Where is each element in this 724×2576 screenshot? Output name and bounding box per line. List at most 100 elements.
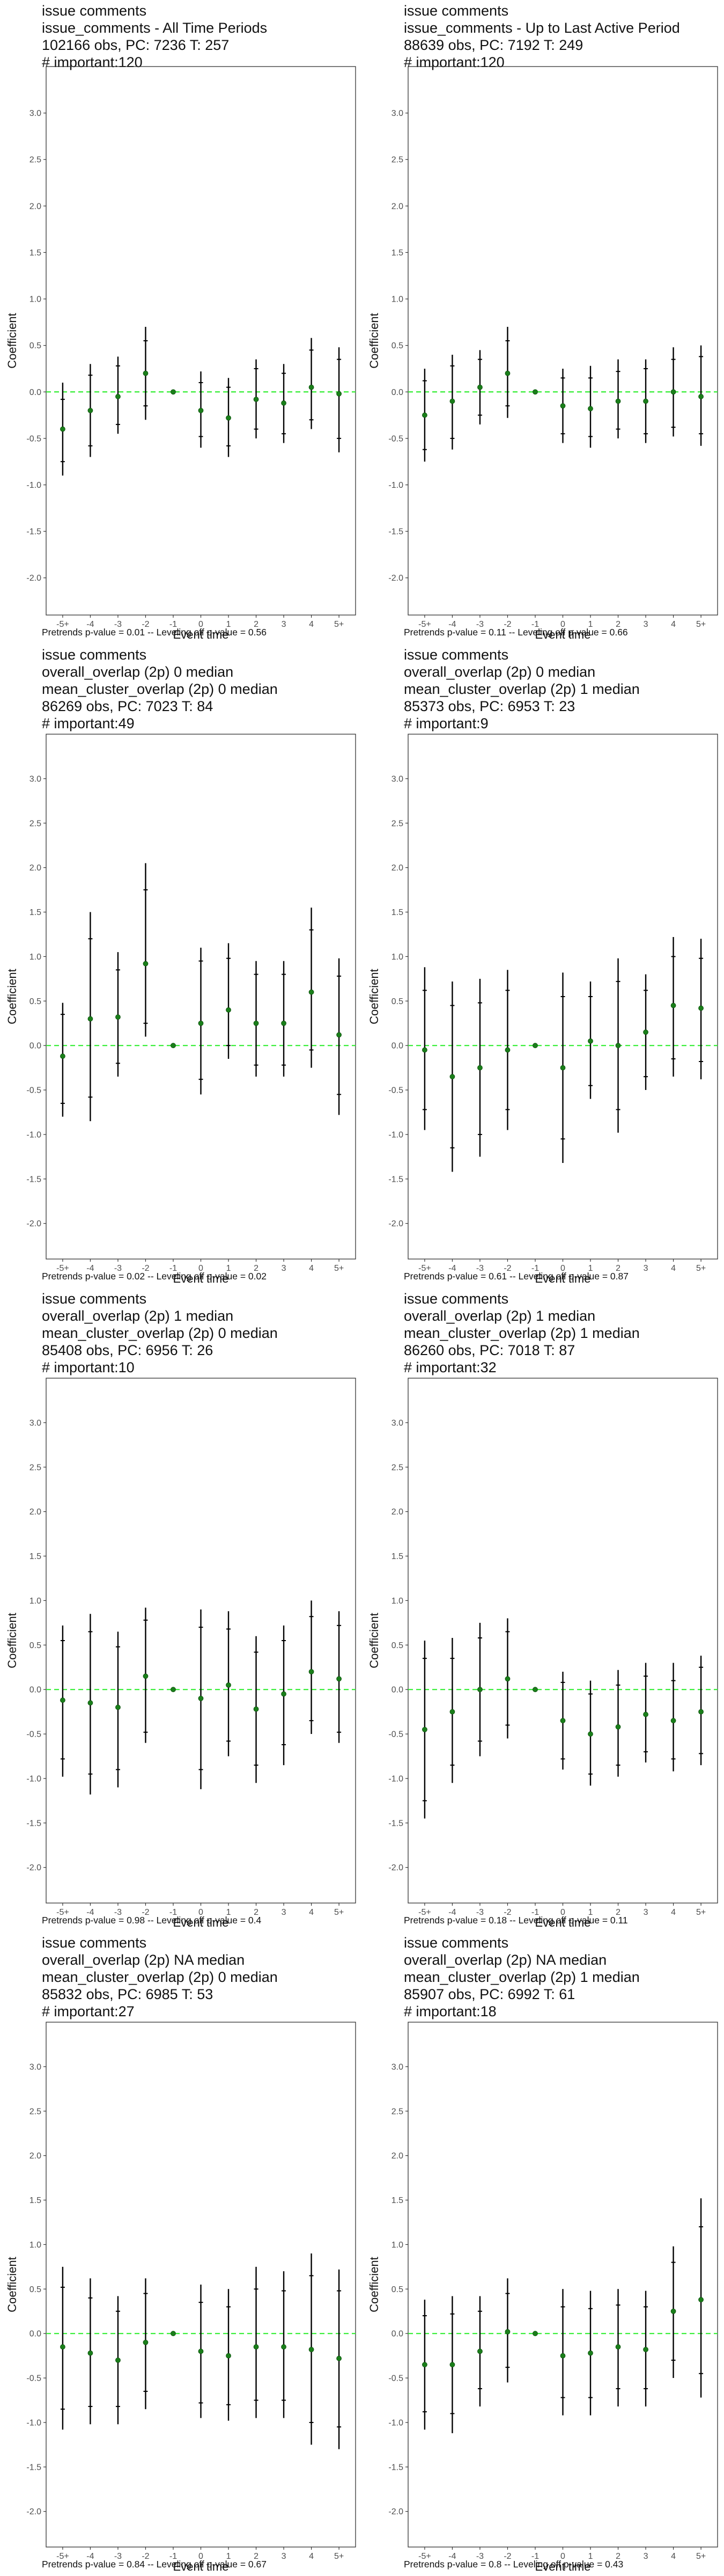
estimate-point bbox=[60, 426, 65, 432]
estimate-point bbox=[615, 1043, 621, 1049]
y-tick-label: -2.0 bbox=[26, 2507, 41, 2516]
y-tick-label: 0.0 bbox=[391, 1686, 403, 1695]
x-tick-label: 0 bbox=[560, 620, 565, 629]
estimate-point bbox=[60, 1697, 65, 1703]
y-tick-label: 2.5 bbox=[391, 2107, 403, 2116]
estimate-point bbox=[253, 397, 259, 402]
chart-title: issue comments overall_overlap (2p) 0 med… bbox=[404, 646, 640, 732]
y-tick-label: 1.0 bbox=[29, 1597, 41, 1606]
x-tick-label: -2 bbox=[142, 1264, 149, 1273]
y-tick-label: -1.5 bbox=[388, 1819, 403, 1828]
x-tick-label: 1 bbox=[226, 2552, 231, 2561]
y-tick-label: -2.0 bbox=[388, 1219, 403, 1228]
y-tick-label: 1.5 bbox=[29, 908, 41, 917]
x-tick-label: 1 bbox=[226, 1264, 231, 1273]
y-tick-label: 0.0 bbox=[29, 1042, 41, 1051]
y-tick-label: -0.5 bbox=[388, 434, 403, 443]
y-tick-label: 1.5 bbox=[29, 2196, 41, 2205]
estimate-point bbox=[171, 389, 176, 395]
chart-title-line: 85907 obs, PC: 6992 T: 61 bbox=[404, 1986, 575, 2002]
chart-panel: issue comments overall_overlap (2p) NA me… bbox=[0, 1932, 362, 2576]
pvalue-caption: Pretrends p-value = 0.61 -- Leveling off… bbox=[404, 1271, 629, 1282]
estimate-point bbox=[198, 1020, 204, 1026]
y-tick-label: 1.0 bbox=[391, 295, 403, 304]
y-tick-label: 0.5 bbox=[29, 997, 41, 1006]
chart-title-line: overall_overlap (2p) 1 median bbox=[42, 1308, 234, 1324]
y-tick-label: 2.5 bbox=[29, 156, 41, 165]
x-tick-label: 2 bbox=[254, 1264, 258, 1273]
chart-title-line: 85408 obs, PC: 6956 T: 26 bbox=[42, 1342, 213, 1358]
y-tick-label: 1.0 bbox=[29, 295, 41, 304]
x-tick-label: -5+ bbox=[418, 2552, 431, 2561]
x-tick-label: 0 bbox=[198, 2552, 203, 2561]
y-tick-label: 3.0 bbox=[391, 774, 403, 784]
estimate-point bbox=[449, 1074, 455, 1080]
x-tick-label: 3 bbox=[282, 1264, 286, 1273]
y-tick-label: 1.5 bbox=[391, 908, 403, 917]
x-tick-label: 2 bbox=[254, 1908, 258, 1917]
x-tick-label: -5+ bbox=[418, 1908, 431, 1917]
estimate-point bbox=[253, 1020, 259, 1026]
x-axis-label: Event time bbox=[535, 1272, 591, 1285]
x-tick-label: 5+ bbox=[334, 1908, 344, 1917]
y-tick-label: 2.0 bbox=[29, 863, 41, 873]
chart-title-line: # important:120 bbox=[42, 54, 143, 70]
x-tick-label: -1 bbox=[531, 620, 539, 629]
estimate-point bbox=[560, 1718, 566, 1724]
x-tick-label: 4 bbox=[309, 1264, 314, 1273]
chart-title-line: # important:49 bbox=[42, 715, 135, 731]
chart-title-line: issue comments bbox=[42, 3, 147, 19]
y-tick-label: 1.0 bbox=[29, 2241, 41, 2250]
y-axis-label: Coefficient bbox=[5, 969, 19, 1024]
y-tick-label: -2.0 bbox=[388, 574, 403, 583]
chart-title-line: overall_overlap (2p) 1 median bbox=[404, 1308, 596, 1324]
x-tick-label: -4 bbox=[86, 2552, 94, 2561]
estimate-point bbox=[505, 1047, 511, 1053]
x-tick-label: 5+ bbox=[696, 2552, 706, 2561]
y-tick-label: 2.0 bbox=[391, 202, 403, 211]
x-axis-label: Event time bbox=[173, 1916, 229, 1929]
y-tick-label: 0.5 bbox=[391, 341, 403, 350]
x-axis-label: Event time bbox=[173, 628, 229, 641]
y-tick-label: -0.5 bbox=[388, 1730, 403, 1739]
pvalue-caption: Pretrends p-value = 0.98 -- Leveling off… bbox=[42, 1915, 262, 1926]
x-tick-label: 5+ bbox=[696, 1908, 706, 1917]
chart-panel: issue comments overall_overlap (2p) 0 med… bbox=[0, 644, 362, 1288]
pvalue-caption: Pretrends p-value = 0.8 -- Leveling off … bbox=[404, 2559, 624, 2570]
estimate-point bbox=[422, 2362, 427, 2368]
y-axis-label: Coefficient bbox=[367, 2257, 381, 2312]
chart-title-line: issue comments bbox=[42, 1291, 147, 1307]
x-tick-label: -3 bbox=[114, 620, 122, 629]
estimate-point bbox=[198, 408, 204, 413]
y-tick-label: 2.0 bbox=[391, 863, 403, 873]
y-tick-label: -1.0 bbox=[26, 1774, 41, 1783]
x-tick-label: -2 bbox=[504, 620, 511, 629]
estimate-point bbox=[60, 2344, 65, 2350]
y-tick-label: 2.5 bbox=[29, 2107, 41, 2116]
y-tick-label: 3.0 bbox=[391, 2062, 403, 2072]
estimate-point bbox=[670, 1002, 676, 1008]
y-tick-label: -1.0 bbox=[26, 2418, 41, 2427]
estimate-point bbox=[588, 1731, 593, 1737]
chart-panel: issue comments overall_overlap (2p) 1 med… bbox=[362, 1288, 724, 1932]
x-tick-label: -1 bbox=[169, 1264, 177, 1273]
estimate-point bbox=[226, 415, 231, 421]
x-tick-label: -3 bbox=[476, 2552, 484, 2561]
x-tick-label: 2 bbox=[616, 1264, 620, 1273]
x-tick-label: -4 bbox=[86, 620, 94, 629]
y-tick-label: -0.5 bbox=[26, 434, 41, 443]
x-tick-label: -3 bbox=[114, 2552, 122, 2561]
chart-title-line: # important:27 bbox=[42, 2003, 135, 2019]
estimate-point bbox=[308, 1669, 314, 1674]
estimate-point bbox=[198, 2348, 204, 2354]
y-tick-label: -1.0 bbox=[388, 481, 403, 490]
plot-frame bbox=[408, 2022, 718, 2548]
estimate-point bbox=[477, 1687, 483, 1693]
y-tick-label: 1.0 bbox=[391, 1597, 403, 1606]
x-tick-label: -4 bbox=[448, 620, 456, 629]
plot-svg: -2.0 -1.5 -1.0 -0.5 0.0 0.5 1.0 1.5 2.0 2.5 3.0 -5+… bbox=[367, 2022, 718, 2573]
x-tick-label: -2 bbox=[142, 620, 149, 629]
x-tick-label: 1 bbox=[588, 620, 593, 629]
estimate-point bbox=[615, 1724, 621, 1730]
chart-title: issue comments issue_comments - Up to Las… bbox=[404, 2, 680, 71]
